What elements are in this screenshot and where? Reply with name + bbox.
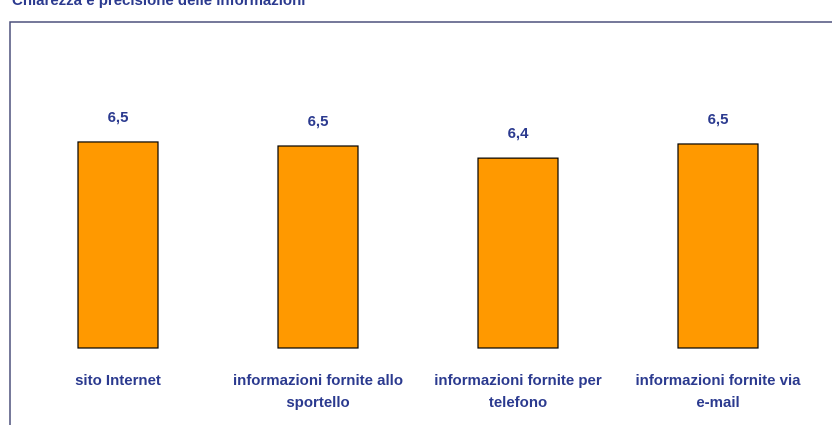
value-label: 6,5 — [708, 111, 729, 128]
category-label: informazioni fornite allo sportello — [232, 372, 403, 411]
value-label: 6,5 — [308, 113, 329, 130]
bar — [277, 145, 359, 349]
bar — [477, 157, 559, 349]
category-label: informazioni fornite via e-mail — [635, 372, 801, 411]
category-label: sito Internet — [75, 372, 161, 389]
bar — [77, 141, 159, 349]
category-label: informazioni fornite per telefono — [434, 372, 602, 411]
bar — [677, 143, 759, 349]
value-label: 6,5 — [108, 109, 129, 126]
value-label: 6,4 — [508, 125, 530, 142]
chart-frame — [9, 21, 832, 425]
chart-title: Chiarezza e precisione delle informazion… — [12, 0, 305, 9]
